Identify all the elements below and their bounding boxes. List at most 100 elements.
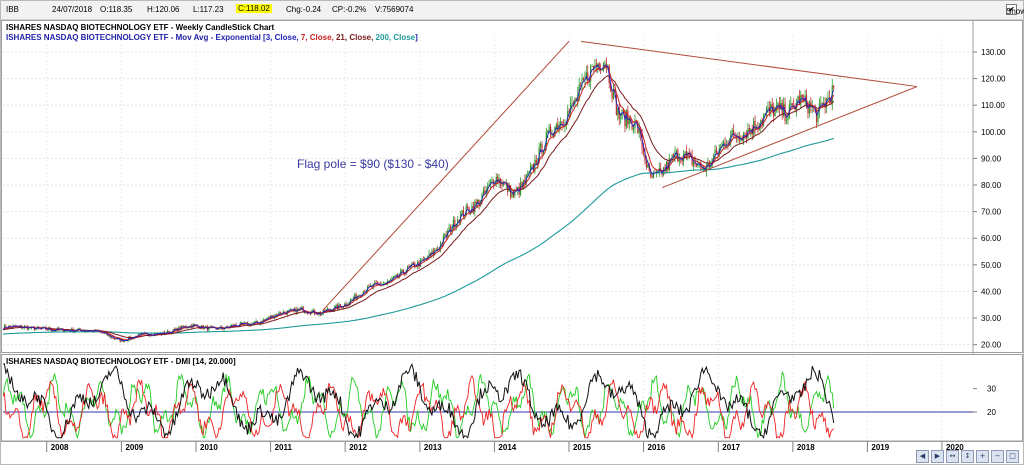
candle-body [798, 96, 800, 106]
moving-average-legend: ISHARES NASDAQ BIOTECHNOLOGY ETF - Mov A… [6, 33, 418, 42]
candle-body [818, 103, 821, 111]
candle-body [675, 150, 678, 152]
candle-body [721, 143, 723, 147]
ema-200-line [2, 137, 834, 335]
legend-part: ] [415, 33, 418, 42]
candle-body [652, 172, 655, 178]
candle-body [418, 261, 420, 267]
candle-body [707, 162, 709, 165]
candle-body [621, 110, 623, 119]
candle-body [821, 103, 823, 104]
quote-toolbar: IBB 24/07/2018 O:118.35 H:120.06 L:117.2… [1, 1, 1024, 20]
candle-body [774, 107, 776, 117]
candle-body [635, 119, 637, 122]
candle-body [790, 103, 792, 106]
year-label: 2018 [797, 443, 815, 452]
trendline [661, 86, 918, 189]
price-tick-label: 100.00 [981, 128, 1006, 137]
symbol-label: IBB [6, 5, 19, 14]
candle-body [761, 120, 763, 123]
candle-body [685, 151, 688, 155]
candle-body [672, 154, 675, 158]
candle-body [524, 179, 526, 184]
candle-body [182, 325, 184, 328]
candle-body [324, 309, 326, 312]
year-label: 2013 [424, 443, 442, 452]
candle-body [478, 199, 480, 206]
candle-body [547, 130, 549, 133]
candle-body [705, 164, 708, 172]
candle-body [464, 215, 466, 217]
nav-button-icon[interactable]: ◀ [916, 450, 929, 463]
candle-body [568, 110, 570, 112]
candle-body [111, 336, 113, 338]
candle-body [411, 262, 413, 266]
candle-body [457, 219, 459, 225]
candle-body [714, 149, 716, 158]
candle-body [684, 151, 686, 155]
legend-part: 3, Close, [266, 33, 301, 42]
candle-body [754, 121, 756, 130]
candle-body [355, 294, 357, 300]
nav-button-icon[interactable]: ↕ [961, 450, 974, 463]
nav-button-icon[interactable]: □ [1006, 450, 1019, 463]
dmi-panel[interactable]: 20 30 ISHARES NASDAQ BIOTECHNOLOGY ETF - D… [1, 354, 1023, 442]
candle-body [354, 294, 356, 299]
candle-body [740, 139, 742, 141]
candle-body [288, 310, 290, 311]
candle-body [622, 110, 625, 113]
candle-body [444, 234, 446, 236]
candle-body [484, 190, 486, 194]
candle-body [572, 102, 575, 105]
price-panel-frame [1, 20, 1023, 353]
candle-body [482, 190, 485, 196]
candle-body [375, 282, 377, 284]
candle-body [369, 285, 372, 286]
candle-body [550, 126, 552, 136]
candle-body [587, 72, 589, 82]
candle-body [491, 180, 493, 182]
price-chart-title: ISHARES NASDAQ BIOTECHNOLOGY ETF - Weekl… [6, 23, 275, 32]
candle-body [46, 329, 48, 331]
checkbox-check-icon[interactable]: ✔ [1006, 4, 1017, 15]
candle-body [306, 312, 309, 314]
candle-body [644, 152, 646, 161]
candle-body [561, 121, 563, 125]
candle-body [449, 226, 452, 233]
candle-body [394, 276, 396, 278]
nav-button-icon[interactable]: + [976, 450, 989, 463]
legend-part: ISHARES NASDAQ BIOTECHNOLOGY ETF - Mov A… [6, 33, 266, 42]
year-label: 2016 [648, 443, 666, 452]
nav-button-icon[interactable]: ▶ [931, 450, 944, 463]
nav-button-icon[interactable]: ↔ [946, 450, 959, 463]
candle-body [764, 113, 766, 115]
candle-body [445, 234, 447, 237]
candle-body [697, 164, 699, 166]
candle-body [771, 104, 773, 107]
price-panel[interactable]: 20.00 30.00 40.00 50.00 60.00 70.00 80.00 90.00… [1, 20, 1023, 440]
candle-body [575, 98, 577, 102]
chart-canvas[interactable]: 20.00 30.00 40.00 50.00 60.00 70.00 80.00 90.00… [1, 20, 1023, 464]
show-last-checkbox[interactable]: ✔ Show Last [1006, 3, 1024, 16]
candle-body [548, 126, 550, 131]
candle-body [284, 311, 286, 313]
candle-body [35, 328, 37, 331]
price-tick-label: 40.00 [981, 287, 1002, 296]
candle-body [539, 143, 542, 148]
candle-body [28, 326, 30, 330]
candle-body [592, 65, 595, 69]
candle-body [733, 130, 735, 134]
candle-body [501, 184, 503, 186]
candle-body [791, 103, 793, 106]
candle-body [461, 210, 463, 214]
candle-body [820, 103, 822, 104]
candle-body [226, 326, 229, 328]
candle-body [775, 105, 778, 108]
nav-button-icon[interactable]: − [991, 450, 1004, 463]
candle-body [605, 63, 607, 69]
candle-body [611, 91, 613, 99]
candle-body [289, 309, 291, 311]
candle-body [580, 84, 582, 86]
candle-body [115, 338, 117, 340]
candle-body [642, 148, 645, 153]
